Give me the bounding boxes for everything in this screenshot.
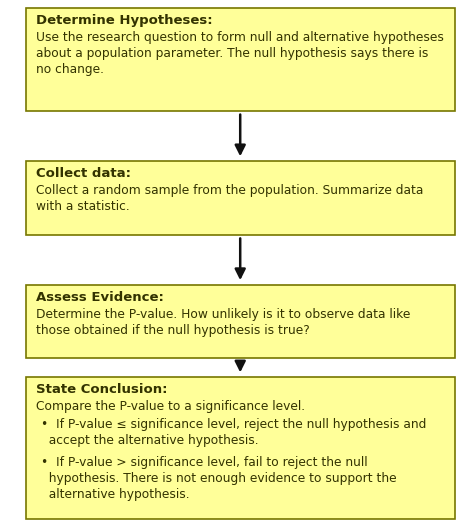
Text: Collect data:: Collect data: xyxy=(36,167,131,180)
Text: Collect a random sample from the population. Summarize data
with a statistic.: Collect a random sample from the populat… xyxy=(36,184,423,213)
Text: Determine the P-value. How unlikely is it to observe data like
those obtained if: Determine the P-value. How unlikely is i… xyxy=(36,308,411,337)
FancyBboxPatch shape xyxy=(26,377,455,519)
FancyBboxPatch shape xyxy=(26,8,455,111)
Text: Compare the P-value to a significance level.: Compare the P-value to a significance le… xyxy=(36,400,305,413)
FancyBboxPatch shape xyxy=(26,285,455,358)
Text: Determine Hypotheses:: Determine Hypotheses: xyxy=(36,14,213,27)
Text: Assess Evidence:: Assess Evidence: xyxy=(36,291,164,304)
FancyBboxPatch shape xyxy=(26,161,455,235)
Text: •  If P-value ≤ significance level, reject the null hypothesis and
  accept the : • If P-value ≤ significance level, rejec… xyxy=(41,418,426,447)
Text: State Conclusion:: State Conclusion: xyxy=(36,383,168,396)
Text: •  If P-value > significance level, fail to reject the null
  hypothesis. There : • If P-value > significance level, fail … xyxy=(41,456,397,501)
Text: Use the research question to form null and alternative hypotheses
about a popula: Use the research question to form null a… xyxy=(36,31,444,76)
